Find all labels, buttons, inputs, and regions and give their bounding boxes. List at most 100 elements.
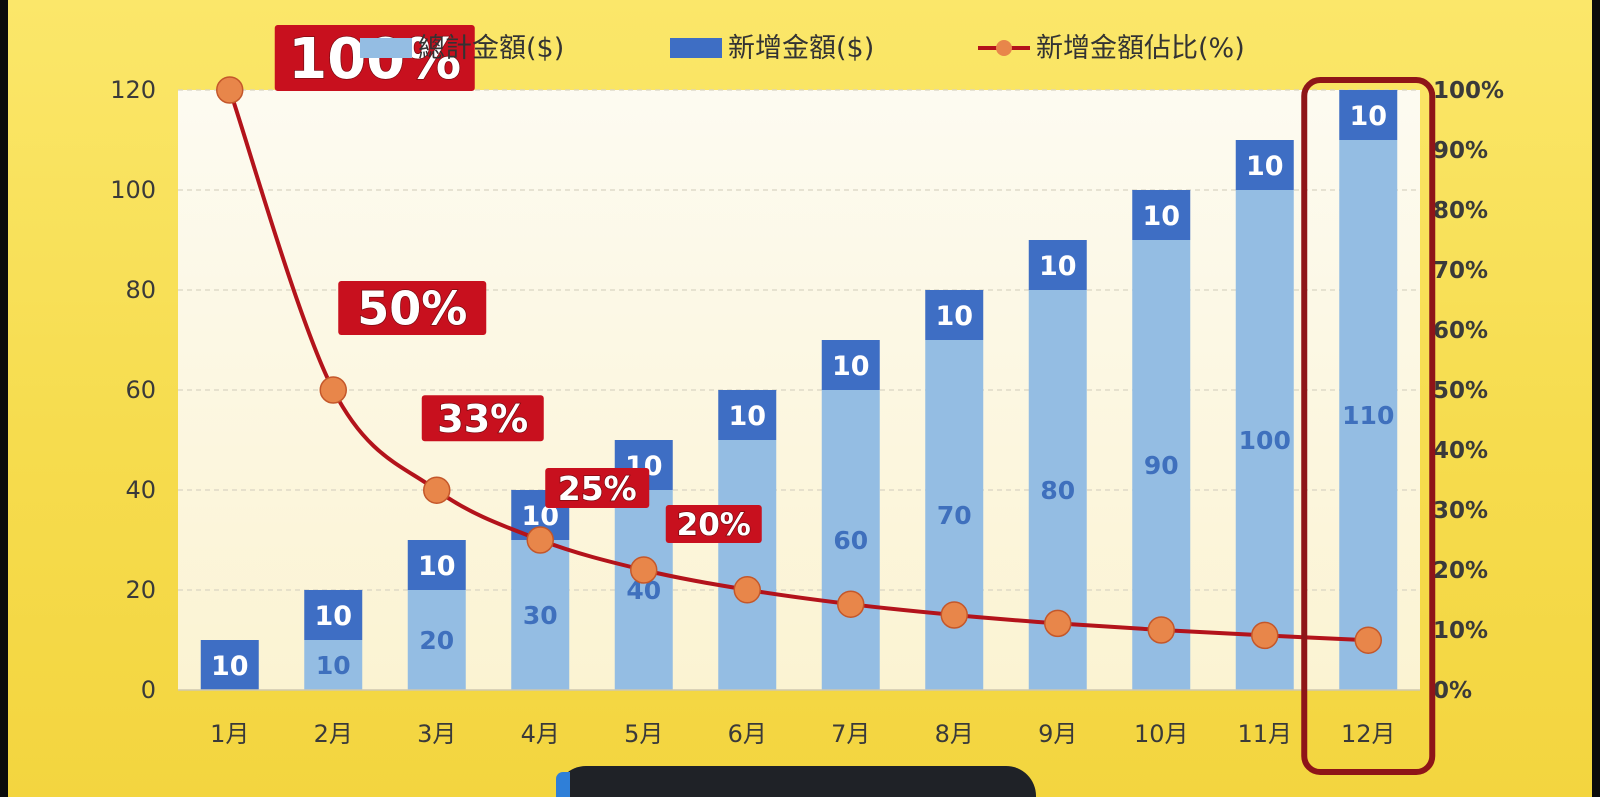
percent-callout-label: 20% — [677, 507, 751, 543]
base-bar — [821, 390, 880, 690]
right-tick-label: 40% — [1433, 438, 1488, 464]
left-tick-label: 100 — [110, 176, 156, 204]
base-bar-label: 90 — [1144, 451, 1179, 480]
top-bar-label: 10 — [1349, 101, 1387, 132]
base-bar — [1235, 190, 1294, 690]
right-tick-label: 70% — [1433, 258, 1488, 284]
legend-marker — [996, 40, 1012, 56]
top-bar — [304, 590, 363, 640]
top-bar — [1235, 140, 1294, 190]
base-bar — [718, 440, 777, 690]
right-tick-label: 0% — [1433, 678, 1472, 704]
highlight-rect — [1301, 77, 1436, 775]
subtitle-bar-accent — [556, 772, 570, 797]
x-tick-label: 10月 — [1134, 720, 1189, 748]
legend-label: 總計金額($) — [418, 33, 564, 64]
right-tick-label: 10% — [1433, 618, 1488, 644]
base-bar — [1132, 240, 1191, 690]
top-bar-label: 10 — [211, 651, 249, 682]
legend: 總計金額($) 新增金額($) 新增金額佔比(%) — [360, 33, 1245, 64]
base-bar-label: 30 — [523, 601, 558, 630]
left-tick-label: 120 — [110, 76, 156, 104]
percent-callout-label: 25% — [558, 469, 637, 508]
highlight-box — [1301, 77, 1436, 775]
base-bar-label: 70 — [937, 501, 972, 530]
x-tick-label: 4月 — [521, 720, 560, 748]
left-axis: 0 20 40 60 80 100 120 — [110, 76, 156, 704]
x-tick-label: 9月 — [1038, 720, 1077, 748]
percent-callout-box — [665, 505, 762, 543]
base-bar — [407, 590, 466, 690]
x-tick-label: 7月 — [831, 720, 870, 748]
base-bar-label: 110 — [1342, 401, 1394, 430]
legend-label: 新增金額($) — [728, 33, 874, 64]
percent-marker — [319, 376, 347, 404]
legend-swatch — [670, 38, 722, 58]
chart-frame: 0 20 40 60 80 100 120 0% 10% 20% 30% 40% 50% 60% 70% 8… — [8, 0, 1592, 797]
left-tick-label: 80 — [125, 276, 156, 304]
percent-marker — [1354, 626, 1382, 654]
base-bar — [925, 340, 984, 690]
percent-marker — [733, 576, 761, 604]
right-tick-label: 100% — [1433, 78, 1504, 104]
right-axis: 0% 10% 20% 30% 40% 50% 60% 70% 80% 90% 100% — [1433, 78, 1504, 704]
x-axis: 1月 2月 3月 4月 5月 6月 7月 8月 9月 10月 11月 12月 — [178, 689, 1420, 748]
base-bar-label: 20 — [419, 626, 454, 655]
right-tick-label: 80% — [1433, 198, 1488, 224]
top-bar-label: 10 — [728, 401, 766, 432]
right-tick-label: 50% — [1433, 378, 1488, 404]
base-bar-label: 60 — [833, 526, 868, 555]
x-tick-label: 5月 — [624, 720, 663, 748]
bar-line-chart: 0 20 40 60 80 100 120 0% 10% 20% 30% 40% 50% 60% 70% 8… — [110, 25, 1504, 775]
percent-marker — [423, 476, 451, 504]
base-bar-label: 100 — [1239, 426, 1291, 455]
left-tick-label: 0 — [141, 676, 156, 704]
percent-callout-box — [545, 468, 650, 508]
top-bar — [1339, 90, 1398, 140]
legend-label: 新增金額佔比(%) — [1036, 33, 1245, 64]
percent-marker — [630, 556, 658, 584]
base-bar — [304, 640, 363, 690]
left-tick-label: 40 — [125, 476, 156, 504]
left-tick-label: 20 — [125, 576, 156, 604]
percent-callout-label: 33% — [437, 397, 528, 441]
percent-callout-label: 50% — [357, 282, 467, 336]
percent-marker — [1251, 621, 1279, 650]
top-bar — [200, 640, 259, 690]
x-tick-label: 1月 — [210, 720, 249, 748]
x-tick-label: 8月 — [935, 720, 974, 748]
top-bar-label: 10 — [1039, 251, 1077, 282]
top-bar — [1132, 190, 1191, 240]
top-bar-label: 10 — [832, 351, 870, 382]
base-bar — [511, 540, 570, 690]
top-bar-label: 10 — [1142, 201, 1180, 232]
top-bar — [821, 340, 880, 390]
percent-marker — [837, 590, 865, 618]
right-tick-label: 30% — [1433, 498, 1488, 524]
left-tick-label: 60 — [125, 376, 156, 404]
x-tick-label: 3月 — [417, 720, 456, 748]
subtitle-bar — [556, 766, 1036, 797]
right-tick-label: 60% — [1433, 318, 1488, 344]
percent-line — [216, 76, 1382, 654]
top-bar — [925, 290, 984, 340]
percent-marker — [940, 601, 968, 629]
percent-marker — [1044, 609, 1072, 638]
base-bar-label: 80 — [1040, 476, 1075, 505]
top-bar — [407, 540, 466, 590]
top-bar — [1028, 240, 1087, 290]
percent-marker — [216, 76, 244, 104]
percent-marker — [1147, 616, 1175, 644]
top-bar-label: 10 — [418, 551, 456, 582]
top-bar-label: 10 — [1246, 151, 1284, 182]
right-tick-label: 20% — [1433, 558, 1488, 584]
right-tick-label: 90% — [1433, 138, 1488, 164]
base-bar — [1339, 140, 1398, 690]
percent-callout-box — [338, 281, 487, 335]
x-tick-label: 12月 — [1341, 720, 1396, 748]
percent-callout-label: 100% — [288, 27, 461, 92]
legend-swatch — [360, 38, 412, 58]
x-tick-label: 2月 — [314, 720, 353, 748]
base-bar-label: 10 — [316, 651, 351, 680]
x-tick-label: 11月 — [1237, 720, 1292, 748]
